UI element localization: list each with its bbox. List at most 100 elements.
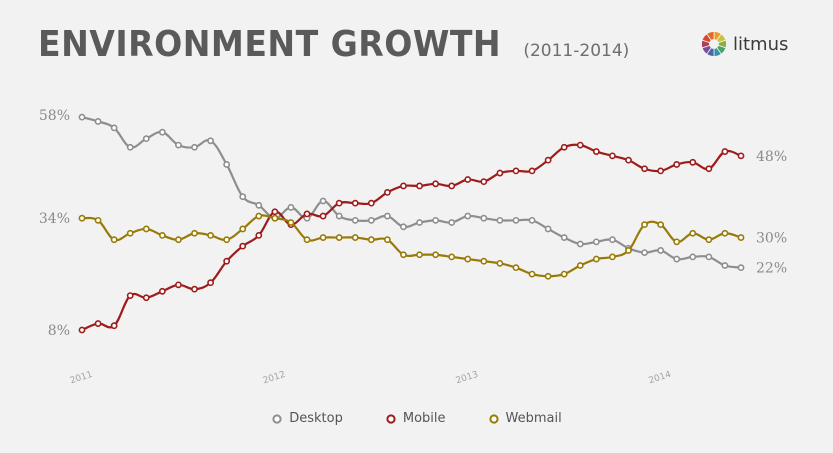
data-point: [416, 182, 423, 190]
brand-name: litmus: [733, 33, 789, 55]
data-point: [367, 199, 375, 207]
data-point: [223, 161, 231, 168]
data-point: [303, 236, 311, 244]
data-point: [191, 229, 198, 237]
data-point: [367, 236, 375, 244]
data-point: [175, 236, 182, 244]
data-point: [657, 221, 665, 229]
data-point: [448, 253, 456, 261]
series-webmail: [78, 212, 745, 280]
data-point: [207, 137, 214, 145]
data-point: [78, 113, 86, 121]
data-point: [480, 214, 488, 222]
data-point: [126, 229, 134, 237]
series-desktop: [78, 113, 745, 272]
data-point: [609, 236, 616, 244]
legend-item-webmail: Webmail: [488, 411, 562, 426]
data-point: [689, 253, 697, 261]
x-tick-label: 2013: [455, 370, 480, 387]
chart-title: ENVIRONMENT GROWTH (2011-2014): [38, 24, 629, 65]
data-point: [94, 320, 102, 327]
data-point: [126, 143, 134, 151]
data-point: [673, 255, 681, 263]
data-point: [78, 326, 86, 334]
data-point: [496, 216, 504, 224]
x-tick-label: 2011: [69, 370, 94, 387]
data-point: [512, 216, 520, 224]
end-label-mobile: 48%: [756, 149, 787, 165]
data-point: [255, 212, 263, 220]
data-point: [175, 281, 182, 289]
data-point: [641, 165, 648, 173]
legend-label-webmail: Webmail: [505, 411, 562, 426]
y-tick-label: 8%: [48, 323, 70, 339]
data-point: [416, 251, 423, 259]
data-point: [319, 197, 327, 205]
data-point: [207, 231, 214, 239]
data-point: [657, 247, 665, 254]
data-point: [432, 251, 440, 259]
data-point: [158, 287, 166, 295]
data-point: [239, 225, 247, 233]
chart-legend: Desktop Mobile Webmail: [0, 411, 833, 426]
data-point: [512, 264, 520, 272]
data-point: [609, 253, 616, 261]
data-point: [110, 322, 118, 330]
data-point: [576, 240, 584, 248]
legend-marker-mobile: [386, 413, 396, 424]
data-point: [158, 128, 166, 136]
data-point: [721, 262, 729, 269]
end-label-webmail: 30%: [756, 231, 787, 247]
data-point: [191, 285, 198, 293]
series-mobile: [78, 141, 745, 334]
data-point: [464, 176, 472, 183]
data-point: [319, 212, 327, 220]
data-point: [673, 238, 681, 246]
data-point: [625, 247, 632, 254]
data-point: [512, 167, 520, 175]
data-point: [191, 143, 198, 151]
data-point: [592, 255, 600, 263]
data-point: [576, 262, 584, 269]
data-point: [737, 234, 745, 241]
data-point: [528, 167, 536, 175]
data-point: [432, 180, 440, 188]
data-point: [721, 229, 729, 237]
data-point: [528, 216, 536, 224]
data-point: [239, 242, 247, 250]
data-point: [255, 231, 263, 239]
data-point: [480, 257, 488, 265]
data-point: [673, 161, 681, 168]
data-point: [641, 249, 648, 256]
data-point: [689, 158, 697, 166]
data-point: [432, 216, 440, 224]
data-point: [480, 178, 488, 186]
data-point: [400, 223, 407, 231]
y-tick-label: 34%: [39, 211, 70, 227]
data-point: [689, 229, 697, 237]
data-point: [271, 208, 279, 216]
data-point: [560, 143, 568, 151]
data-point: [94, 216, 102, 224]
data-point: [319, 234, 327, 241]
data-point: [142, 294, 150, 302]
data-point: [335, 234, 343, 241]
legend-item-desktop: Desktop: [271, 411, 343, 426]
legend-marker-desktop: [272, 413, 282, 424]
data-point: [126, 292, 134, 299]
legend-label-mobile: Mobile: [402, 411, 446, 426]
data-point: [400, 251, 407, 259]
data-point: [625, 156, 632, 164]
data-point: [142, 135, 150, 143]
title-text: ENVIRONMENT GROWTH: [38, 24, 502, 65]
litmus-logo: litmus: [701, 31, 788, 57]
data-point: [592, 238, 600, 246]
data-point: [335, 212, 343, 220]
data-point: [657, 167, 665, 175]
x-tick-label: 2014: [648, 370, 673, 387]
data-point: [496, 259, 504, 267]
data-point: [721, 148, 729, 155]
end-label-desktop: 22%: [756, 261, 787, 277]
data-point: [544, 156, 552, 164]
